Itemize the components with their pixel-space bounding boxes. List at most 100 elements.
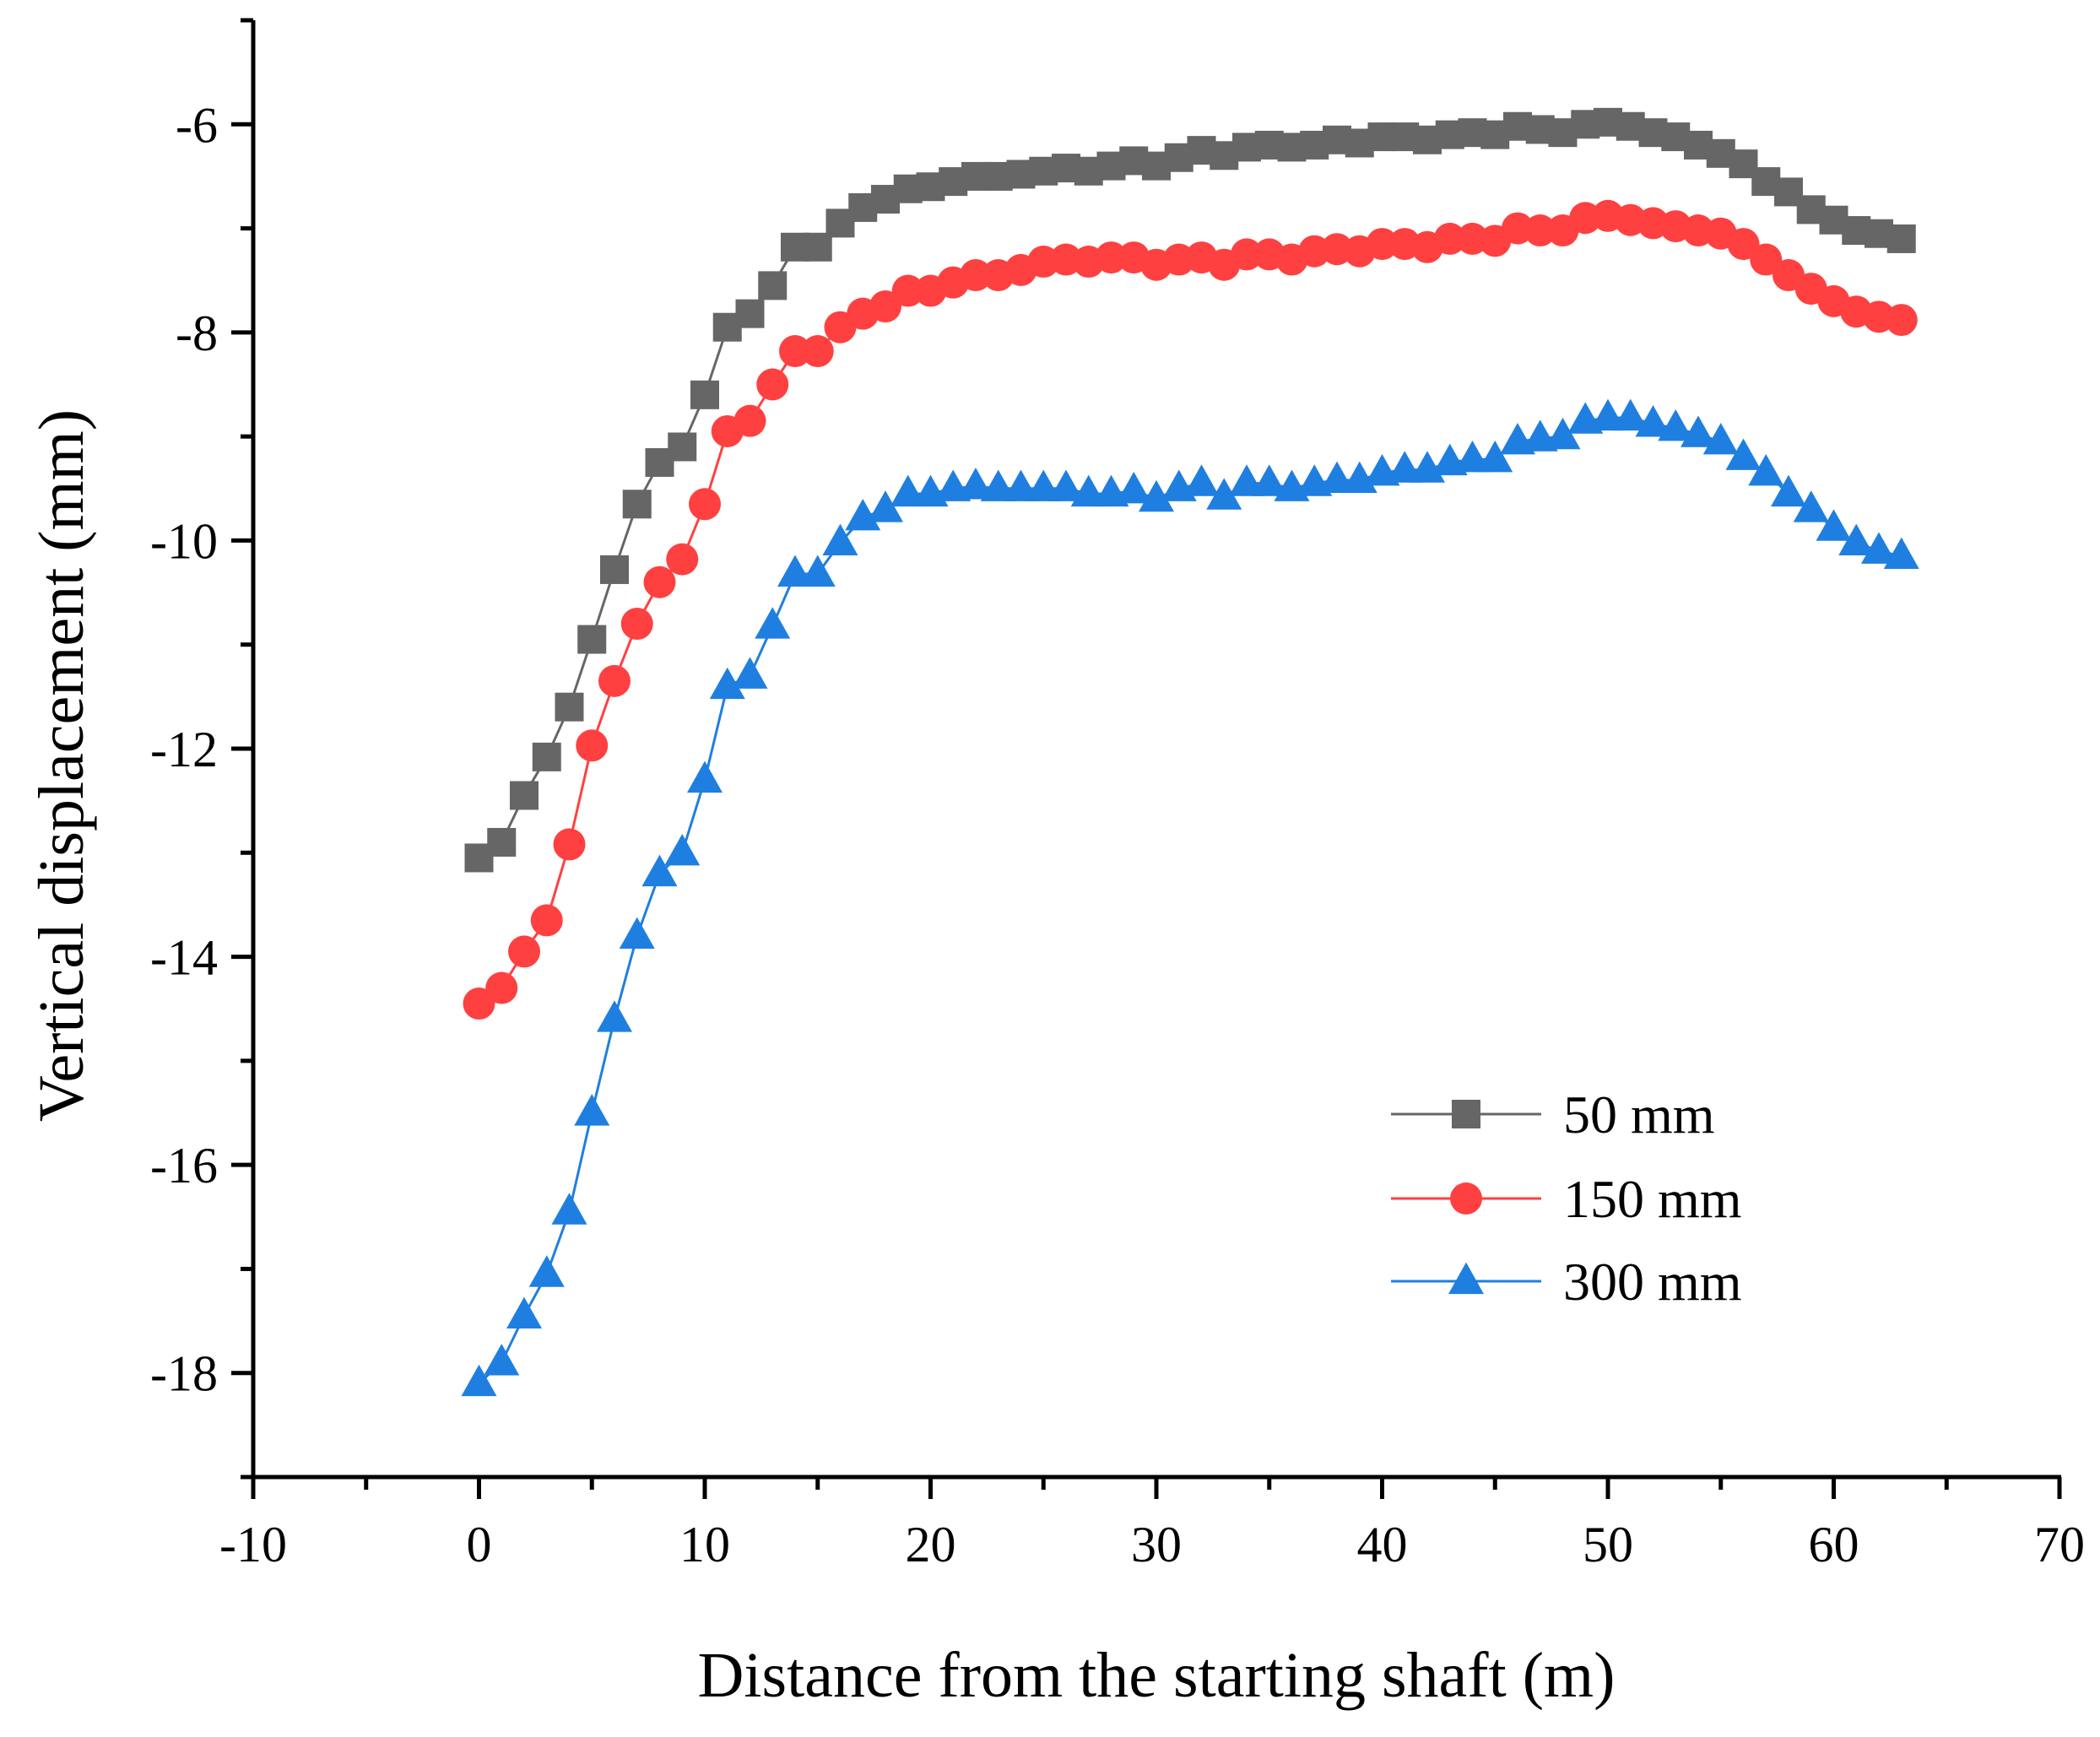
series-150-mm: [463, 199, 1918, 1020]
data-point-150-mm: [960, 259, 992, 292]
legend: 50 mm 150 mm 300 mm: [1391, 1085, 1742, 1312]
data-point-150-mm: [869, 290, 901, 323]
data-point-300-mm: [619, 917, 655, 950]
data-point-300-mm: [1702, 422, 1739, 455]
data-point-300-mm: [528, 1255, 565, 1287]
legend-label: 150 mm: [1563, 1169, 1742, 1229]
data-point-300-mm: [1116, 471, 1152, 504]
data-point-300-mm: [1206, 478, 1242, 510]
data-point-50-mm: [690, 380, 719, 409]
x-tick-label: 40: [1357, 1517, 1408, 1572]
data-point-300-mm: [1612, 398, 1648, 431]
data-point-300-mm: [1725, 438, 1762, 470]
data-point-300-mm: [732, 657, 768, 689]
legend-item-150-mm: 150 mm: [1391, 1169, 1742, 1229]
data-point-150-mm: [1366, 228, 1399, 261]
data-point-300-mm: [1183, 464, 1220, 496]
x-tick-label: 50: [1583, 1517, 1633, 1572]
data-point-300-mm: [1838, 523, 1875, 556]
x-axis-title: Distance from the starting shaft (m): [698, 1640, 1616, 1711]
data-point-150-mm: [1095, 241, 1128, 274]
legend-item-50-mm: 50 mm: [1391, 1085, 1715, 1144]
data-point-150-mm: [508, 935, 540, 968]
data-point-300-mm: [1026, 469, 1062, 501]
data-point-50-mm: [487, 827, 517, 857]
x-tick-label: 30: [1131, 1517, 1182, 1572]
data-point-150-mm: [733, 404, 766, 437]
data-point-150-mm: [891, 274, 924, 307]
data-point-150-mm: [576, 729, 609, 762]
data-point-300-mm: [1635, 405, 1671, 437]
data-point-300-mm: [1590, 398, 1626, 431]
data-point-300-mm: [1048, 469, 1084, 501]
data-point-300-mm: [822, 523, 858, 556]
data-point-50-mm: [600, 555, 629, 584]
data-point-150-mm: [463, 988, 495, 1020]
data-point-300-mm: [709, 667, 745, 700]
y-tick-label: -6: [176, 97, 218, 153]
legend-marker-square: [1452, 1100, 1480, 1128]
data-point-300-mm: [868, 490, 903, 522]
data-point-150-mm: [666, 543, 699, 576]
x-tick-label: 10: [679, 1517, 730, 1572]
data-point-300-mm: [687, 760, 723, 793]
data-point-50-mm: [803, 232, 832, 262]
data-point-50-mm: [668, 432, 697, 462]
x-tick-label: 0: [467, 1517, 492, 1572]
series-300-mm: [461, 398, 1919, 1397]
data-point-300-mm: [1387, 451, 1423, 483]
x-tick-label: 60: [1809, 1517, 1859, 1572]
data-point-300-mm: [484, 1344, 520, 1376]
y-tick-label: -16: [150, 1138, 218, 1193]
data-point-150-mm: [756, 368, 789, 401]
data-point-300-mm: [958, 468, 993, 500]
data-point-50-mm: [1886, 224, 1916, 253]
data-point-300-mm: [1319, 461, 1355, 494]
data-point-150-mm: [779, 335, 811, 368]
data-point-150-mm: [598, 664, 631, 697]
data-point-300-mm: [799, 555, 836, 587]
data-point-300-mm: [664, 833, 701, 866]
data-point-300-mm: [1070, 474, 1107, 507]
x-tick-label: 70: [2034, 1517, 2085, 1572]
data-point-150-mm: [1433, 222, 1466, 255]
y-axis-ticks: -18 -16 -14 -12 -10 -8 -6: [150, 18, 253, 1480]
legend-label: 300 mm: [1563, 1252, 1742, 1312]
data-point-300-mm: [1454, 440, 1491, 473]
data-point-300-mm: [1681, 415, 1716, 447]
data-point-150-mm: [1524, 214, 1556, 247]
x-tick-label: 20: [906, 1517, 956, 1572]
data-point-300-mm: [1139, 479, 1174, 512]
data-point-150-mm: [553, 828, 586, 861]
data-point-150-mm: [689, 488, 721, 521]
data-point-300-mm: [1003, 469, 1039, 501]
data-point-300-mm: [641, 854, 678, 887]
data-point-50-mm: [532, 742, 561, 771]
data-point-150-mm: [801, 335, 834, 368]
y-tick-label: -12: [150, 722, 218, 777]
data-point-150-mm: [1231, 238, 1263, 271]
data-point-150-mm: [530, 904, 563, 937]
legend-marker-circle: [1450, 1182, 1482, 1215]
data-point-50-mm: [735, 299, 765, 328]
data-point-300-mm: [755, 607, 791, 639]
data-point-50-mm: [510, 781, 539, 810]
axes: [251, 20, 2061, 1480]
y-tick-label: -10: [150, 513, 218, 569]
data-point-300-mm: [551, 1193, 587, 1225]
y-tick-label: -14: [150, 930, 218, 986]
data-point-300-mm: [1883, 537, 1919, 570]
data-point-300-mm: [777, 555, 813, 587]
data-point-300-mm: [890, 474, 926, 507]
series-50-mm: [464, 107, 1916, 873]
data-point-300-mm: [980, 469, 1016, 501]
data-point-300-mm: [597, 1000, 632, 1032]
data-point-50-mm: [555, 692, 584, 722]
data-point-300-mm: [1477, 440, 1513, 473]
y-axis-title: Vertical displacement (mm): [26, 409, 97, 1122]
data-point-150-mm: [643, 565, 676, 598]
data-point-300-mm: [1251, 464, 1287, 496]
legend-marker-triangle: [1448, 1262, 1484, 1295]
